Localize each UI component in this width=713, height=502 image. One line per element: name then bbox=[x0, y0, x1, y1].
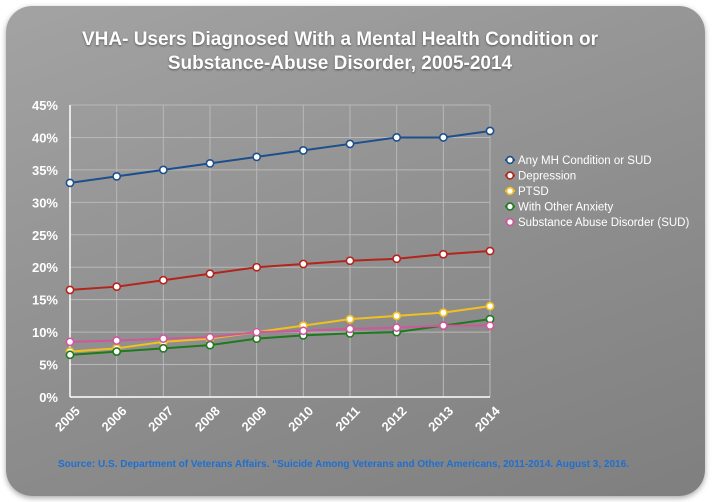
series-line bbox=[69, 324, 490, 343]
data-point bbox=[345, 324, 355, 334]
series-1 bbox=[65, 246, 495, 295]
series-lines bbox=[65, 126, 495, 360]
data-point bbox=[205, 158, 215, 168]
legend-label: Substance Abuse Disorder (SUD) bbox=[518, 217, 689, 229]
legend-item: With Other Anxiety bbox=[505, 202, 613, 214]
legend-label: Any MH Condition or SUD bbox=[518, 155, 652, 167]
series-2 bbox=[65, 301, 495, 356]
legend-item: PTSD bbox=[505, 186, 549, 198]
x-axis-ticks: 2005 2006 2007 2008 2009 2010 2011 2012 2013 2014 bbox=[52, 403, 504, 435]
legend-marker bbox=[505, 202, 515, 211]
data-point bbox=[158, 165, 168, 175]
series-line bbox=[69, 129, 491, 184]
x-tick-label: 2006 bbox=[99, 403, 130, 434]
legend-label: PTSD bbox=[518, 186, 549, 198]
data-point bbox=[158, 275, 168, 285]
y-tick-label: 0% bbox=[39, 390, 58, 405]
data-point bbox=[438, 249, 448, 259]
data-point bbox=[298, 259, 308, 269]
data-point bbox=[485, 126, 495, 136]
y-tick-label: 45% bbox=[32, 98, 58, 113]
y-axis-ticks: 0% 5% 10% 15% 20% 25% 30% 35% 40% 45% bbox=[32, 98, 58, 405]
data-point bbox=[158, 334, 168, 343]
data-point bbox=[485, 321, 495, 331]
data-point bbox=[392, 323, 402, 332]
data-point bbox=[298, 326, 308, 336]
series-0 bbox=[65, 126, 495, 188]
source-note: Source: U.S. Department of Veterans Affa… bbox=[58, 459, 629, 470]
data-point bbox=[485, 301, 495, 311]
legend-marker bbox=[505, 217, 515, 227]
data-point bbox=[438, 308, 448, 318]
data-point bbox=[298, 146, 308, 155]
legend-item: Substance Abuse Disorder (SUD) bbox=[505, 217, 689, 229]
data-point bbox=[65, 337, 75, 347]
legend: Any MH Condition or SUD Depression PTSD Wit… bbox=[505, 155, 689, 229]
x-tick-label: 2009 bbox=[239, 403, 270, 434]
x-tick-label: 2011 bbox=[332, 403, 363, 434]
y-tick-label: 10% bbox=[32, 325, 58, 340]
data-point bbox=[485, 246, 495, 256]
data-point bbox=[112, 171, 122, 181]
data-point bbox=[112, 336, 122, 345]
data-point bbox=[205, 332, 215, 342]
y-tick-label: 35% bbox=[32, 163, 58, 178]
chart-frame bbox=[6, 6, 705, 496]
grid-lines bbox=[70, 104, 491, 397]
data-point bbox=[252, 152, 262, 162]
data-point bbox=[345, 256, 355, 266]
data-point bbox=[65, 285, 75, 295]
data-point bbox=[438, 133, 448, 142]
x-tick-label: 2013 bbox=[425, 403, 456, 434]
x-tick-label: 2007 bbox=[145, 403, 176, 434]
y-tick-label: 20% bbox=[32, 260, 58, 275]
data-point bbox=[252, 262, 262, 272]
legend-label: With Other Anxiety bbox=[518, 202, 613, 214]
legend-marker bbox=[505, 171, 515, 180]
legend-marker bbox=[505, 155, 515, 165]
x-tick-label: 2012 bbox=[379, 403, 410, 434]
data-point bbox=[158, 343, 168, 353]
series-line bbox=[69, 318, 491, 356]
y-tick-label: 30% bbox=[32, 195, 58, 210]
x-tick-label: 2010 bbox=[285, 403, 316, 434]
chart-title: VHA- Users Diagnosed With a Mental Healt… bbox=[81, 29, 599, 74]
data-point bbox=[392, 133, 402, 142]
data-point bbox=[112, 282, 122, 292]
legend-label: Depression bbox=[518, 171, 576, 183]
legend-item: Any MH Condition or SUD bbox=[505, 155, 652, 167]
axes bbox=[69, 105, 490, 398]
y-tick-label: 40% bbox=[32, 130, 58, 145]
data-point bbox=[345, 139, 355, 149]
legend-item: Depression bbox=[505, 171, 576, 183]
data-point bbox=[345, 314, 355, 324]
series-line bbox=[69, 305, 491, 353]
x-tick-label: 2005 bbox=[52, 403, 83, 434]
data-point bbox=[392, 254, 402, 264]
x-tick-label: 2014 bbox=[472, 403, 504, 435]
data-point bbox=[252, 327, 262, 337]
data-point bbox=[205, 340, 215, 350]
data-point bbox=[438, 321, 448, 331]
legend-marker bbox=[505, 186, 515, 196]
y-tick-label: 25% bbox=[32, 228, 58, 243]
data-point bbox=[392, 311, 402, 321]
y-tick-label: 15% bbox=[32, 293, 58, 308]
data-point bbox=[65, 178, 75, 188]
data-point bbox=[205, 269, 215, 279]
series-3 bbox=[65, 314, 495, 360]
data-point bbox=[65, 350, 75, 360]
series-4 bbox=[65, 321, 495, 347]
y-tick-label: 5% bbox=[39, 358, 58, 373]
data-point bbox=[112, 347, 122, 356]
x-tick-label: 2008 bbox=[192, 403, 223, 434]
series-line bbox=[69, 250, 491, 291]
